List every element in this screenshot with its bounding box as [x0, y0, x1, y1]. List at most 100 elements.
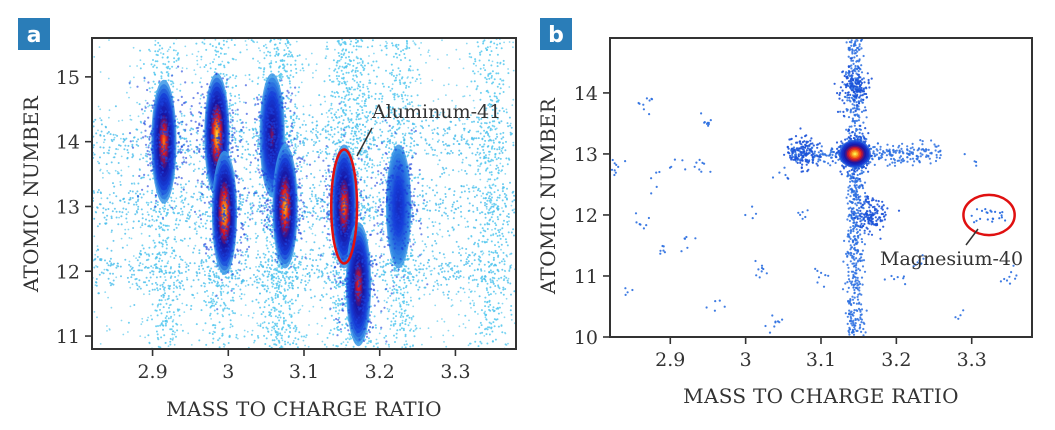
streak-point — [479, 223, 482, 226]
streak-point — [258, 265, 261, 268]
streak-point — [294, 59, 297, 62]
streak-point — [366, 46, 369, 49]
streak-point — [351, 51, 354, 54]
band-point — [131, 153, 134, 156]
background-point — [471, 299, 474, 302]
band-point — [439, 175, 442, 178]
background-point — [190, 344, 193, 346]
background-point — [327, 133, 330, 136]
streak-point — [158, 299, 161, 302]
background-point — [163, 289, 166, 292]
background-point — [308, 324, 310, 326]
streak-point — [506, 244, 509, 247]
streak-point — [480, 324, 483, 327]
streak-point — [171, 338, 174, 341]
streak-point — [342, 101, 345, 104]
streak-point — [408, 68, 411, 70]
background-point — [126, 221, 128, 224]
band-point — [241, 153, 244, 155]
streak-point — [485, 169, 487, 172]
streak-point — [270, 70, 273, 73]
background-point — [293, 124, 296, 127]
streak-point — [255, 151, 258, 154]
band-point — [340, 133, 343, 136]
band-point — [304, 123, 307, 126]
streak-point — [401, 97, 404, 100]
streak-point — [321, 254, 324, 257]
streak-point — [205, 48, 208, 51]
background-point — [389, 287, 391, 289]
background-point — [256, 322, 259, 325]
streak-point — [338, 83, 341, 85]
streak-point — [363, 64, 366, 67]
streak-point — [381, 153, 384, 156]
streak-point — [227, 85, 230, 88]
streak-point — [478, 263, 481, 266]
band-point — [114, 152, 117, 155]
streak-point — [347, 93, 350, 96]
streak-point — [200, 55, 203, 58]
streak-point — [356, 108, 359, 111]
background-point — [248, 78, 251, 81]
band-point — [444, 143, 447, 145]
background-point — [484, 316, 487, 319]
background-point — [98, 46, 101, 48]
streak-point — [208, 281, 211, 284]
streak-point — [288, 82, 291, 85]
background-point — [494, 292, 497, 295]
background-point — [147, 202, 150, 204]
streak-point — [395, 74, 398, 77]
streak-point — [229, 114, 232, 117]
streak-point — [362, 196, 365, 199]
background-point — [131, 283, 134, 286]
streak-point — [362, 66, 364, 69]
streak-point — [243, 335, 246, 338]
streak-point — [409, 145, 412, 148]
streak-point — [393, 94, 396, 97]
background-point — [196, 181, 199, 184]
background-point — [129, 86, 132, 89]
background-point — [146, 211, 149, 214]
streak-point — [261, 281, 264, 284]
background-point — [126, 91, 128, 94]
background-point — [104, 291, 107, 293]
streak-point — [294, 337, 297, 340]
background-point — [412, 305, 415, 308]
streak-point — [355, 45, 358, 48]
streak-point — [289, 43, 292, 46]
streak-point — [394, 76, 397, 79]
band-point — [231, 116, 234, 119]
background-point — [130, 237, 133, 240]
streak-point — [491, 82, 493, 85]
band-point — [492, 139, 495, 142]
streak-point — [164, 317, 167, 319]
background-point — [419, 77, 422, 80]
streak-point — [347, 71, 350, 74]
streak-point — [164, 341, 167, 344]
background-point — [93, 311, 96, 313]
streak-point — [360, 73, 363, 76]
background-point — [183, 311, 186, 313]
streak-point — [158, 235, 161, 238]
streak-point — [391, 44, 394, 47]
streak-point — [163, 205, 166, 207]
streak-point — [210, 267, 213, 270]
streak-point — [405, 45, 408, 48]
streak-point — [503, 263, 506, 266]
background-point — [102, 172, 104, 175]
background-point — [120, 155, 123, 158]
band-point — [509, 131, 512, 134]
band-point — [476, 151, 479, 154]
streak-point — [493, 202, 496, 205]
streak-point — [263, 210, 266, 213]
streak-point — [404, 309, 407, 312]
streak-point — [158, 227, 161, 230]
streak-point — [385, 335, 387, 337]
streak-point — [292, 327, 295, 330]
background-point — [389, 328, 392, 330]
background-point — [443, 341, 445, 343]
streak-point — [405, 301, 408, 304]
streak-point — [364, 167, 367, 170]
background-point — [189, 162, 192, 165]
background-point — [468, 56, 471, 58]
